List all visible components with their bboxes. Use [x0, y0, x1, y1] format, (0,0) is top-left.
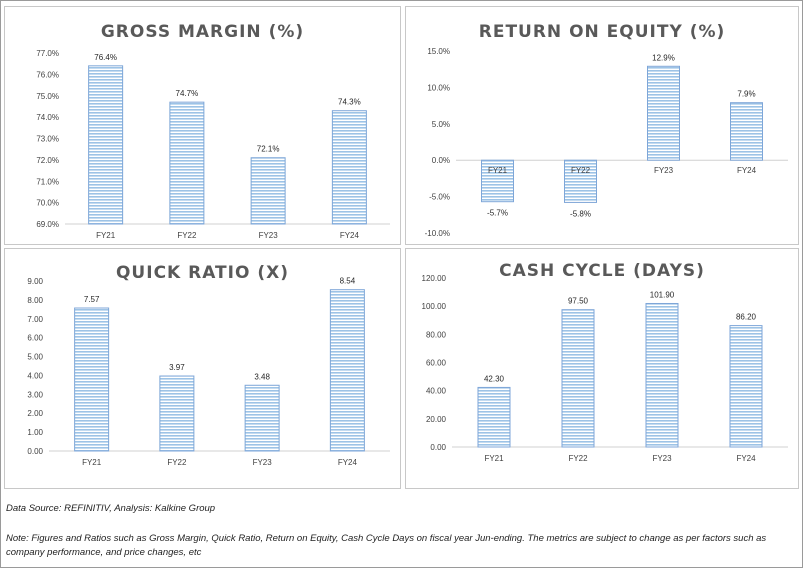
x-tick-label: FY21: [96, 231, 116, 240]
bar-fy22: [169, 101, 205, 225]
return-on-equity-title: RETURN ON EQUITY (%): [479, 22, 726, 42]
bar-fy21: [88, 65, 124, 225]
data-label: 3.97: [169, 363, 185, 372]
note-text: Note: Figures and Ratios such as Gross M…: [6, 533, 767, 558]
y-tick-label: 74.0%: [36, 113, 59, 122]
x-tick-label: FY24: [736, 454, 756, 463]
cash-cycle-chart: CASH CYCLE (DAYS) 0.00 20.00 40.00 60.00 80.0…: [422, 261, 788, 463]
y-tick-label: 8.00: [27, 296, 43, 305]
return-on-equity-panel: RETURN ON EQUITY (%) -10.0% -5.0% 0.0% 5.0% 1…: [405, 6, 799, 245]
data-label: 42.30: [484, 374, 505, 383]
y-tick-label: 71.0%: [36, 177, 59, 186]
bar-fy21: [481, 159, 514, 203]
y-tick-label: 72.0%: [36, 156, 59, 165]
data-label: 74.3%: [338, 98, 361, 107]
bar-fy24: [331, 110, 367, 225]
data-label: 97.50: [568, 297, 589, 306]
y-tick-label: 70.0%: [36, 199, 59, 208]
x-tick-label: FY21: [484, 454, 504, 463]
y-tick-label: 73.0%: [36, 135, 59, 144]
x-tick-label: FY24: [338, 458, 358, 467]
y-tick-label: 0.0%: [432, 156, 450, 165]
y-tick-label: 69.0%: [36, 220, 59, 229]
data-label: -5.8%: [570, 209, 591, 218]
x-tick-label: FY21: [82, 458, 102, 467]
y-tick-label: 120.00: [422, 274, 447, 283]
y-tick-label: 5.00: [27, 353, 43, 362]
data-label: 12.9%: [652, 53, 675, 62]
y-tick-label: 2.00: [27, 409, 43, 418]
quick-ratio-chart: QUICK RATIO (X) 0.00 1.00 2.00 3.00 4.00 5.00 6…: [27, 263, 390, 467]
gross-margin-title: GROSS MARGIN (%): [101, 22, 304, 42]
y-tick-label: -5.0%: [429, 193, 450, 202]
y-tick-label: 4.00: [27, 371, 43, 380]
x-tick-label: FY23: [652, 454, 672, 463]
quick-ratio-x-title: QUICK RATIO (X): [116, 263, 289, 283]
y-tick-label: 80.00: [426, 330, 447, 339]
x-tick-label: FY24: [340, 231, 360, 240]
y-tick-label: 100.00: [422, 302, 447, 311]
cash-cycle-days-title: CASH CYCLE (DAYS): [499, 261, 705, 281]
data-label: 8.54: [340, 277, 356, 286]
y-tick-label: 77.0%: [36, 49, 59, 58]
data-source-text: Data Source: REFINITIV, Analysis: Kalkin…: [6, 503, 216, 514]
y-tick-label: 9.00: [27, 277, 43, 286]
x-tick-label: FY22: [568, 454, 588, 463]
y-tick-label: 6.00: [27, 334, 43, 343]
y-tick-label: 15.0%: [427, 47, 450, 56]
y-tick-label: 7.00: [27, 315, 43, 324]
y-tick-label: 5.0%: [432, 120, 450, 129]
data-label: -5.7%: [487, 209, 508, 218]
x-tick-label: FY23: [259, 231, 279, 240]
y-tick-label: 0.00: [27, 447, 43, 456]
x-tick-label: FY22: [571, 166, 591, 175]
y-tick-label: 20.00: [426, 415, 447, 424]
bar-fy22: [159, 375, 195, 452]
data-label: 86.20: [736, 313, 757, 322]
gross-margin-chart: GROSS MARGIN (%) 69.0% 70.0% 71.0% 72.0% 73.0…: [36, 22, 390, 240]
bar-fy21: [477, 386, 511, 448]
y-tick-label: 0.00: [430, 443, 446, 452]
y-tick-label: 3.00: [27, 390, 43, 399]
x-tick-label: FY23: [253, 458, 273, 467]
x-tick-label: FY22: [167, 458, 187, 467]
y-tick-label: 10.0%: [427, 83, 450, 92]
x-tick-label: FY24: [737, 166, 757, 175]
bar-fy24: [730, 102, 763, 161]
y-tick-label: 60.00: [426, 359, 447, 368]
bar-fy21: [74, 307, 110, 452]
data-label: 76.4%: [94, 53, 117, 62]
bar-fy24: [329, 289, 365, 452]
y-tick-label: 75.0%: [36, 92, 59, 101]
bar-fy23: [647, 65, 680, 161]
x-tick-label: FY22: [177, 231, 197, 240]
bar-fy22: [564, 159, 597, 203]
data-label: 3.48: [254, 372, 270, 381]
y-tick-label: -10.0%: [425, 229, 450, 238]
bar-fy22: [561, 309, 595, 448]
data-label: 74.7%: [176, 89, 199, 98]
x-tick-label: FY21: [488, 166, 508, 175]
gross-margin-panel: GROSS MARGIN (%) 69.0% 70.0% 71.0% 72.0% 73.0…: [4, 6, 401, 245]
data-label: 7.57: [84, 295, 100, 304]
bar-fy23: [250, 157, 286, 225]
cash-cycle-panel: CASH CYCLE (DAYS) 0.00 20.00 40.00 60.00 80.0…: [405, 248, 799, 489]
data-label: 101.90: [650, 290, 675, 299]
y-tick-label: 76.0%: [36, 70, 59, 79]
return-on-equity-chart: RETURN ON EQUITY (%) -10.0% -5.0% 0.0% 5.0% 1…: [425, 22, 788, 238]
y-tick-label: 1.00: [27, 428, 43, 437]
data-label: 72.1%: [257, 145, 280, 154]
y-tick-label: 40.00: [426, 387, 447, 396]
data-label: 7.9%: [737, 90, 755, 99]
bar-fy24: [729, 325, 763, 448]
bar-fy23: [244, 384, 280, 452]
x-tick-label: FY23: [654, 166, 674, 175]
quick-ratio-panel: QUICK RATIO (X) 0.00 1.00 2.00 3.00 4.00 5.00 6…: [4, 248, 401, 489]
bar-fy23: [645, 302, 679, 448]
